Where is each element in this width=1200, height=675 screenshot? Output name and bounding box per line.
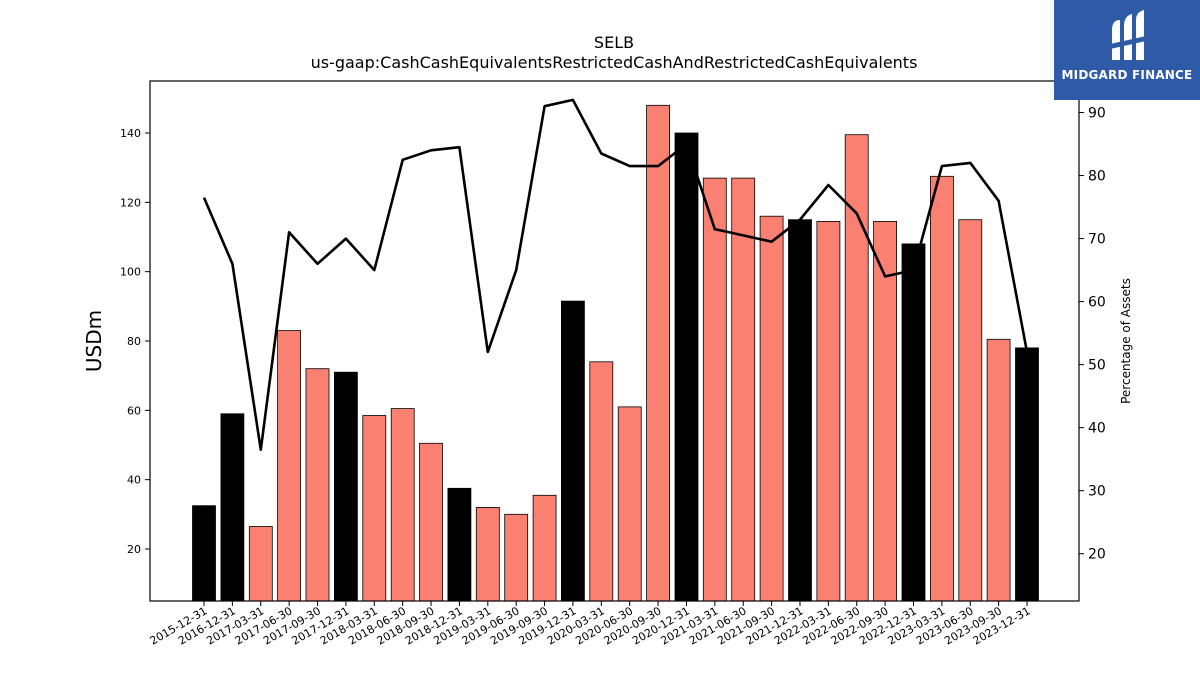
bar-2017-06-30 <box>277 330 302 602</box>
company-logo: MIDGARD FINANCE <box>1054 0 1200 100</box>
bar-2023-06-30 <box>958 219 983 602</box>
bar-2022-03-31 <box>816 220 841 602</box>
bar-2018-03-31 <box>362 415 387 602</box>
y2-axis: 20 30 40 50 60 70 80 90 <box>1079 106 1106 563</box>
bar-2020-09-30 <box>646 104 670 602</box>
chart-title: SELB <box>594 33 634 52</box>
y-tick-label: 60 <box>127 404 141 417</box>
y2-tick-label: 70 <box>1088 232 1106 248</box>
x-axis: 2015-12-312016-12-312017-03-312017-06-30… <box>148 601 1033 648</box>
y-axis-label: USDm <box>82 310 106 372</box>
bar-2023-03-31 <box>930 175 954 602</box>
bar-2020-03-31 <box>589 361 614 602</box>
bar-2021-03-31 <box>702 177 727 602</box>
chart-subtitle: us-gaap:CashCashEquivalentsRestrictedCas… <box>311 53 918 72</box>
bar-2018-09-30 <box>419 442 443 602</box>
bar-2022-09-30 <box>873 220 897 602</box>
y-tick-label: 40 <box>127 474 141 487</box>
y-axis: 20 40 60 80 100 120 140 <box>120 127 150 556</box>
bar-2021-12-31 <box>788 219 812 602</box>
bar-2017-09-30 <box>305 368 330 602</box>
y2-tick-label: 40 <box>1088 421 1106 437</box>
y-tick-label: 100 <box>120 266 141 279</box>
bar-2019-03-31 <box>475 506 500 602</box>
bar-2023-09-30 <box>986 338 1011 602</box>
logo-name: MIDGARD FINANCE <box>1061 68 1193 82</box>
percentage-line <box>202 98 1029 452</box>
logo-mark-icon <box>1110 10 1146 60</box>
y2-axis-label: Percentage of Assets <box>1119 278 1133 404</box>
y-tick-label: 20 <box>127 543 141 556</box>
y2-tick-label: 20 <box>1088 547 1106 563</box>
y-tick-label: 140 <box>120 127 141 140</box>
bar-2018-06-30 <box>390 408 415 602</box>
y2-tick-label: 60 <box>1088 295 1106 311</box>
y-tick-label: 80 <box>127 335 141 348</box>
bar-2017-03-31 <box>248 526 273 602</box>
bar-2019-09-30 <box>532 494 557 602</box>
bars-group <box>192 104 1039 602</box>
y-tick-label: 120 <box>120 196 141 209</box>
bar-2021-06-30 <box>731 177 756 602</box>
bar-2020-12-31 <box>674 132 699 602</box>
y2-tick-label: 50 <box>1088 358 1106 374</box>
bar-2015-12-31 <box>192 505 216 602</box>
bar-2016-12-31 <box>220 413 245 602</box>
y2-tick-label: 30 <box>1088 484 1106 500</box>
bar-2020-06-30 <box>617 406 642 602</box>
bar-2022-12-31 <box>901 243 926 602</box>
y2-tick-label: 80 <box>1088 169 1106 185</box>
line-group <box>202 98 1029 452</box>
bar-2018-12-31 <box>447 487 472 602</box>
bar-2019-12-31 <box>561 300 585 602</box>
bar-2021-09-30 <box>759 215 784 602</box>
y2-tick-label: 90 <box>1088 106 1106 122</box>
bar-2023-12-31 <box>1015 347 1039 602</box>
bar-2019-06-30 <box>504 513 529 602</box>
bar-2017-12-31 <box>333 371 358 602</box>
